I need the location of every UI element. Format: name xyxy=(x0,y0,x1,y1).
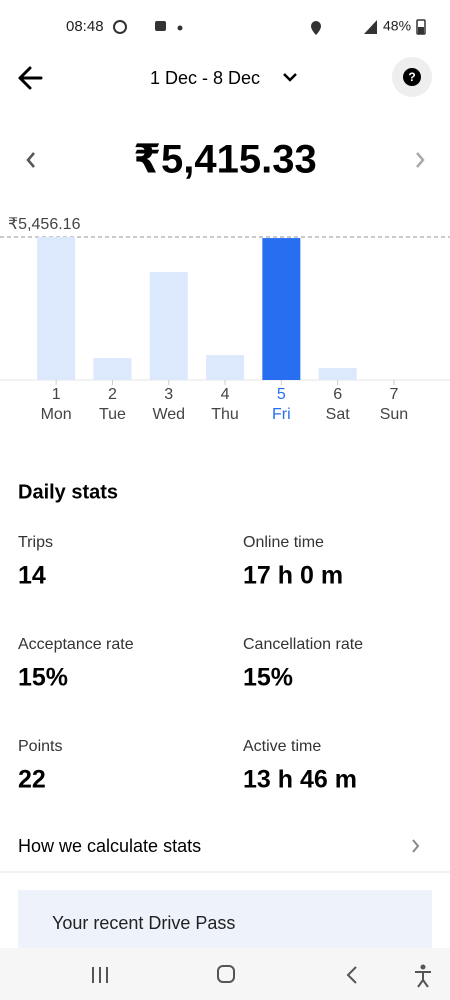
weekday: Mon xyxy=(41,406,72,423)
weekday: Wed xyxy=(152,406,185,423)
bar xyxy=(318,367,357,380)
weekday: Tue xyxy=(99,406,126,423)
day-number: 1 xyxy=(52,386,61,403)
status-icon xyxy=(113,20,127,34)
battery-icon xyxy=(418,27,424,34)
earnings-chart: ₹5,456.16 1 Mon 2 Tue 3 Wed 4 Thu 5 Fri 6 Sat 7 Sun xyxy=(0,216,450,423)
stats-title: Daily stats xyxy=(18,481,118,503)
location-icon xyxy=(311,21,321,35)
day-number: 4 xyxy=(221,386,230,403)
bar xyxy=(149,272,188,380)
weekday: Sat xyxy=(326,406,351,423)
nav-home[interactable] xyxy=(217,965,235,983)
status-icon xyxy=(177,25,183,31)
stat-label: Trips xyxy=(18,534,53,551)
prev-week[interactable] xyxy=(26,152,35,168)
signal-icon xyxy=(364,20,377,34)
weekday: Thu xyxy=(211,406,239,423)
status-time: 08:48 xyxy=(66,18,104,35)
nav-bar xyxy=(0,948,450,1000)
help-glyph: ? xyxy=(408,70,415,84)
stat-label: Active time xyxy=(243,738,321,755)
back-button[interactable] xyxy=(18,66,43,90)
stats-grid: Trips 14 Online time 17 h 0 m Acceptance rat… xyxy=(18,534,363,793)
amount: ₹5,415.33 xyxy=(133,138,317,182)
stat-value: 13 h 46 m xyxy=(243,766,357,794)
accessibility-icon xyxy=(420,964,426,970)
bar xyxy=(93,357,132,380)
nav-recents[interactable] xyxy=(92,967,108,983)
stats-link[interactable]: How we calculate stats xyxy=(18,836,420,856)
day-number: 3 xyxy=(164,386,173,403)
back-arrow xyxy=(18,66,43,90)
bar xyxy=(206,355,245,380)
reference-label: ₹5,456.16 xyxy=(8,216,81,233)
stat-value: 17 h 0 m xyxy=(243,562,343,590)
stat-value: 22 xyxy=(18,766,46,794)
date-range-picker[interactable]: 1 Dec - 8 Dec xyxy=(150,68,297,88)
bar xyxy=(37,237,76,380)
bar xyxy=(262,238,301,380)
weekday: Fri xyxy=(272,406,291,423)
weekday: Sun xyxy=(380,406,408,423)
stat-label: Acceptance rate xyxy=(18,636,134,653)
link-chevron xyxy=(412,839,420,853)
status-icon xyxy=(155,21,166,31)
stat-value: 15% xyxy=(18,664,68,692)
card-title: Your recent Drive Pass xyxy=(52,913,235,933)
accessibility-icon xyxy=(415,971,431,988)
date-range: 1 Dec - 8 Dec xyxy=(150,68,260,88)
stat-value: 15% xyxy=(243,664,293,692)
stat-label: Cancellation rate xyxy=(243,636,363,653)
help-button[interactable]: ? xyxy=(392,57,432,97)
recents-icon xyxy=(92,967,108,983)
stat-label: Online time xyxy=(243,534,324,551)
battery-level: 48% xyxy=(383,18,411,34)
stat-value: 14 xyxy=(18,562,46,590)
stat-label: Points xyxy=(18,738,62,755)
stats-link-text: How we calculate stats xyxy=(18,836,201,856)
accessibility-button[interactable] xyxy=(415,964,431,988)
next-week[interactable] xyxy=(416,152,425,168)
day-number: 2 xyxy=(108,386,117,403)
day-number: 7 xyxy=(389,386,398,403)
day-number: 5 xyxy=(277,386,286,403)
nav-back[interactable] xyxy=(346,966,357,984)
day-number: 6 xyxy=(333,386,342,403)
help-icon xyxy=(403,68,421,86)
dropdown-chevron xyxy=(283,73,297,82)
